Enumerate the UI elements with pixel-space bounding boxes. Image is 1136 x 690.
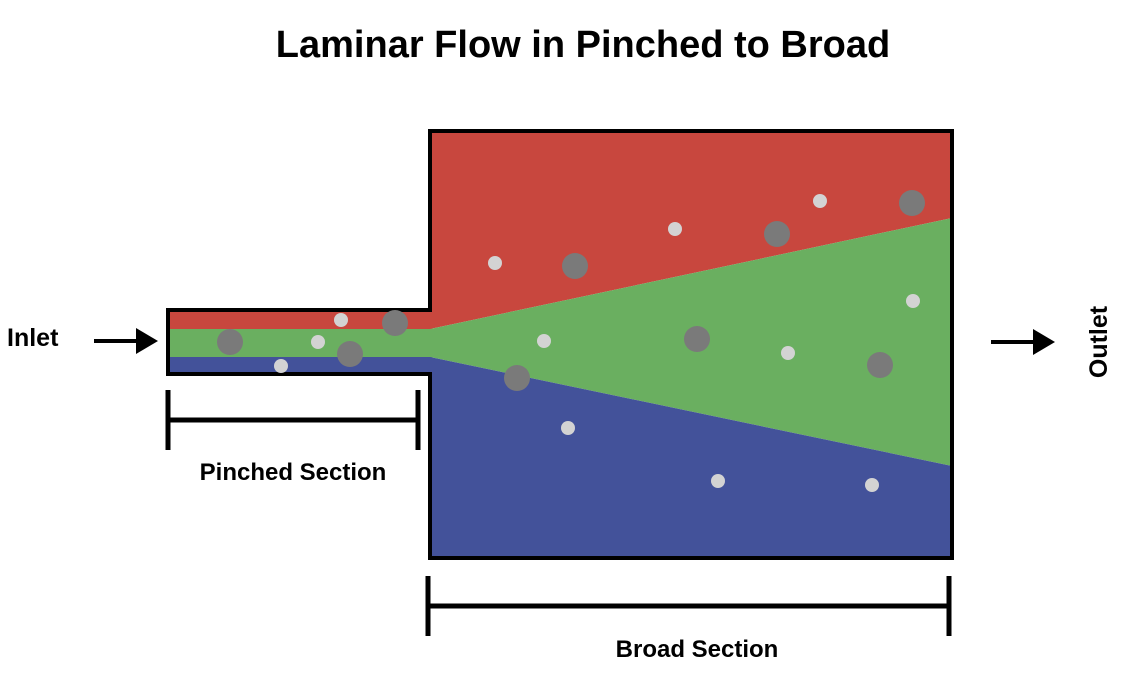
large-particle (337, 341, 363, 367)
outlet-label: Outlet (1085, 305, 1113, 378)
large-particles (217, 190, 925, 391)
small-particle (334, 313, 348, 327)
large-particle (562, 253, 588, 279)
outlet-arrow-icon (991, 329, 1055, 355)
pinched-channel (168, 310, 432, 374)
broad-blue-stream (430, 357, 952, 558)
diagram-title: Laminar Flow in Pinched to Broad (276, 24, 890, 66)
small-particle (711, 474, 725, 488)
small-particle (561, 421, 575, 435)
large-particle (382, 310, 408, 336)
broad-section-bracket (425, 576, 952, 636)
large-particle (217, 329, 243, 355)
small-particle (668, 222, 682, 236)
inlet-arrow-icon (94, 328, 158, 354)
channel-outline (166, 129, 954, 560)
inlet-label: Inlet (7, 324, 59, 352)
small-particle (274, 359, 288, 373)
small-particle (537, 334, 551, 348)
large-particle (867, 352, 893, 378)
small-particle (311, 335, 325, 349)
broad-red-stream (430, 131, 952, 329)
small-particle (813, 194, 827, 208)
pinched-blue-stream (168, 357, 432, 374)
pinched-section-bracket (165, 390, 421, 450)
small-particle (781, 346, 795, 360)
large-particle (684, 326, 710, 352)
pinched-section-label: Pinched Section (200, 459, 387, 486)
small-particle (488, 256, 502, 270)
small-particle (906, 294, 920, 308)
large-particle (899, 190, 925, 216)
pinched-red-stream (168, 310, 432, 329)
broad-section-label: Broad Section (616, 636, 779, 663)
large-particle (504, 365, 530, 391)
small-particle (865, 478, 879, 492)
small-particles (274, 194, 920, 492)
large-particle (764, 221, 790, 247)
